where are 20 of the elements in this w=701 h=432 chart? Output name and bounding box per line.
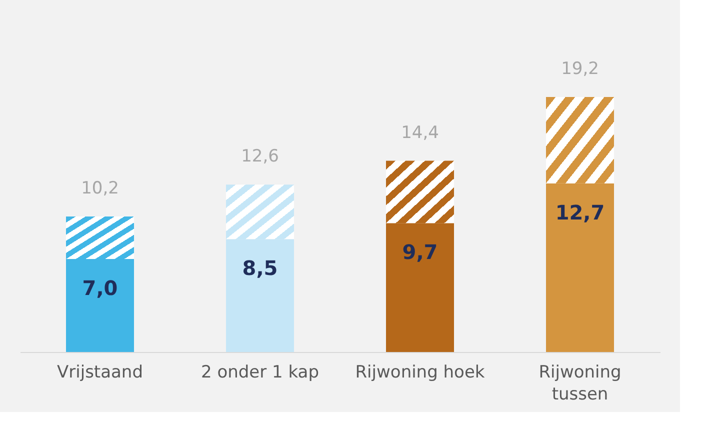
total-label: 14,4 [401, 122, 439, 143]
data-label: 9,7 [402, 240, 438, 264]
x-tick-label: Rijwoning tussen [538, 362, 622, 404]
bar [386, 223, 454, 352]
data-label: 8,5 [242, 256, 278, 280]
bar [66, 259, 134, 352]
bar [226, 239, 294, 352]
bar [386, 160, 454, 224]
x-tick-label: 2 onder 1 kap [200, 362, 320, 382]
bar [546, 183, 614, 352]
data-label: 12,7 [555, 200, 605, 224]
x-tick-label: Rijwoning hoek [355, 362, 485, 382]
x-tick-label: Vrijstaand [57, 362, 143, 382]
bar [226, 184, 294, 240]
bar [546, 97, 614, 184]
total-label: 12,6 [241, 146, 279, 167]
bar [66, 216, 134, 260]
data-label: 7,0 [82, 276, 118, 300]
total-label: 19,2 [561, 59, 599, 79]
total-label: 10,2 [81, 178, 119, 199]
